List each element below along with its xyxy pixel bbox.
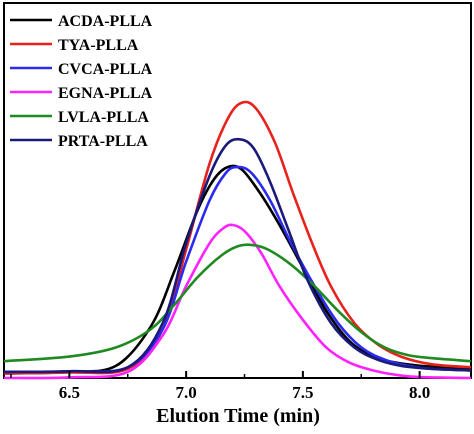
x-axis: 6.5 7.0 7.5 8.0 xyxy=(10,371,430,402)
legend-label: LVLA-PLLA xyxy=(58,109,149,126)
x-tick-label: 8.0 xyxy=(409,383,430,402)
legend: ACDA-PLLA TYA-PLLA CVCA-PLLA EGNA-PLLA LVLA-… xyxy=(10,13,153,150)
legend-label: PRTA-PLLA xyxy=(58,133,148,150)
x-axis-title: Elution Time (min) xyxy=(156,405,320,427)
x-tick-label: 6.5 xyxy=(59,383,80,402)
x-tick-label: 7.0 xyxy=(176,383,197,402)
series-line-acda-plla xyxy=(3,164,472,375)
series-line-prta-plla xyxy=(3,137,472,374)
legend-label: EGNA-PLLA xyxy=(58,85,153,102)
plot-frame xyxy=(3,2,472,379)
series-line-egna-plla xyxy=(3,223,472,380)
legend-label: CVCA-PLLA xyxy=(58,61,153,78)
x-tick-label: 7.5 xyxy=(292,383,313,402)
series-line-cvca-plla xyxy=(3,165,472,374)
legend-label: TYA-PLLA xyxy=(58,37,139,54)
series-line-lvla-plla xyxy=(3,243,472,363)
legend-label: ACDA-PLLA xyxy=(58,13,153,30)
series-layer xyxy=(3,100,472,380)
